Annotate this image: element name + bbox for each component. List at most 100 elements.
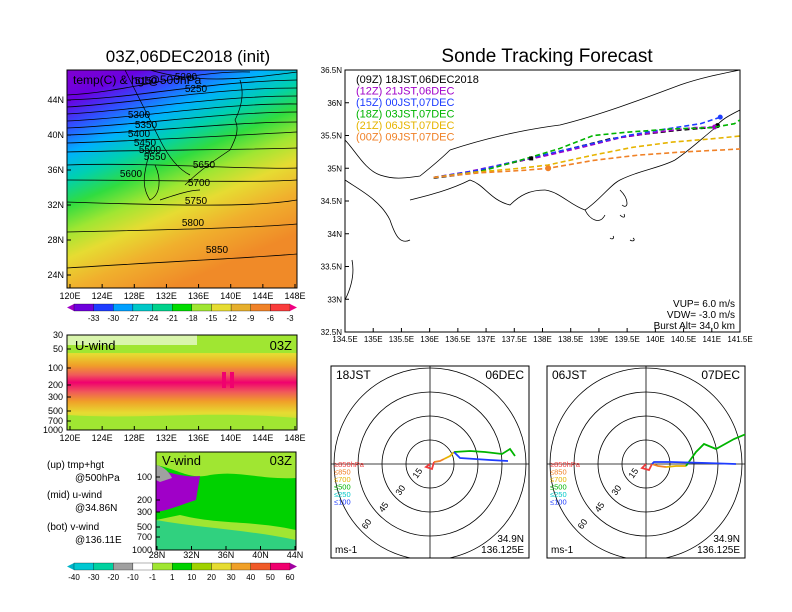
jet-core — [230, 372, 234, 388]
hodograph-ring-label: 60 — [576, 517, 590, 531]
colorbar-swatch — [73, 303, 94, 312]
track-lon-tick-label: 139E — [590, 335, 609, 344]
colorbar-swatch — [172, 303, 192, 312]
colorbar-label: -40 — [68, 573, 80, 582]
track-lon-tick-label: 138E — [533, 335, 552, 344]
colorbar-swatch — [93, 303, 114, 312]
colorbar-label: -9 — [247, 314, 255, 323]
track-lon-tick-label: 140.5E — [671, 335, 696, 344]
colorbar-swatch — [132, 562, 153, 571]
colorbar-label: 1 — [170, 573, 175, 582]
hodograph-rings — [331, 366, 529, 558]
hodograph-level: ≤700 — [334, 475, 351, 484]
contour-label: 5250 — [185, 84, 208, 95]
track-line — [433, 135, 740, 179]
colorbar-label: 50 — [266, 573, 275, 582]
colorbar-swatch — [230, 562, 251, 571]
track-line — [433, 116, 721, 179]
colorbar-swatch — [270, 562, 291, 571]
vwind-x-tick-label: 28N — [149, 550, 166, 560]
hodograph-level: ≤700 — [550, 475, 567, 484]
legend-entry: (09Z) 18JST,06DEC2018 — [356, 74, 479, 86]
colorbar-label: 40 — [246, 573, 255, 582]
colorbar-swatch — [152, 562, 173, 571]
hodograph-level: ≤850 — [334, 468, 351, 477]
legend-entry: (00Z) 09JST,07DEC — [356, 132, 454, 144]
hodograph-segment — [640, 463, 653, 472]
note-line: (up) tmp+hgt — [47, 460, 104, 471]
vwind-y-tick-label: 500 — [137, 522, 152, 532]
map-lat-tick-label: 44N — [47, 95, 64, 105]
hodograph-level: ≤100 — [550, 498, 567, 507]
map-lon-tick-label: 132E — [156, 291, 177, 301]
hodograph-ring-label: 60 — [360, 517, 374, 531]
temp-map: 5150 5200 5250 5300 5350 5400 5450 5500 … — [47, 69, 306, 301]
colorbar-label: -18 — [186, 314, 198, 323]
track-lon-tick-label: 140E — [646, 335, 665, 344]
coastlines — [124, 69, 243, 201]
hodograph-level: ≤500 — [334, 483, 351, 492]
track-map: (09Z) 18JST,06DEC2018(12Z) 21JST,06DEC(1… — [321, 66, 753, 344]
track-marker — [529, 156, 534, 161]
hodograph-segment — [424, 461, 435, 471]
track-lon-tick-label: 136.5E — [445, 335, 470, 344]
track-endpoint — [743, 133, 748, 138]
hodograph-segment — [453, 451, 509, 462]
vwind-x-tick-label: 36N — [218, 550, 235, 560]
track-lat-tick-label: 33N — [327, 295, 342, 304]
hodograph-level: ≤250 — [334, 490, 351, 499]
track-lon-tick-label: 141E — [702, 335, 721, 344]
map-label: temp(C) & hgt@500hPa — [73, 73, 202, 87]
track-legend: (09Z) 18JST,06DEC2018(12Z) 21JST,06DEC(1… — [356, 74, 479, 144]
wind-colorbar: -40 -30 -20 -10 -1 1 10 20 30 40 50 60 — [67, 562, 297, 582]
colorbar-label: 60 — [286, 573, 295, 582]
colorbar-cap — [290, 563, 297, 570]
uwind-y-tick-label: 100 — [48, 363, 63, 373]
map-lat-tick-label: 32N — [47, 200, 64, 210]
track-lat-ticks: 32.5N 33N 33.5N 34N 34.5N 35N 35.5N 36N 36.5N — [321, 66, 349, 337]
colorbar-cap — [67, 304, 74, 311]
legend-entry: (12Z) 21JST,06DEC — [356, 86, 454, 98]
track-lon-tick-label: 137E — [477, 335, 496, 344]
colorbar-label: -20 — [107, 573, 119, 582]
map-lat-tick-label: 36N — [47, 165, 64, 175]
colorbar-swatch — [211, 303, 232, 312]
track-lines — [433, 114, 748, 179]
panel-notes: (up) tmp+hgt @500hPa (mid) u-wind @34.86N (b… — [47, 460, 122, 546]
colorbar-swatch — [113, 303, 134, 312]
track-line — [433, 118, 740, 179]
contour-label: 5450 — [134, 138, 157, 149]
colorbar-swatch — [191, 303, 212, 312]
uwind-label: U-wind — [75, 338, 115, 353]
hodograph-level: ≥850hPa — [334, 460, 365, 469]
contour-label: 5700 — [188, 178, 211, 189]
track-lat-tick-label: 36.5N — [321, 66, 343, 75]
track-lon-tick-label: 135E — [364, 335, 383, 344]
colorbar-label: -21 — [166, 314, 178, 323]
hodograph-ring-label: 45 — [377, 500, 391, 514]
contour-label: 5650 — [193, 160, 216, 171]
track-lat-tick-label: 36N — [327, 99, 342, 108]
hodograph-segment — [651, 461, 737, 465]
track-coastlines — [345, 70, 740, 301]
hodograph-level: ≤100 — [334, 498, 351, 507]
uwind-y-tick-label: 300 — [48, 392, 63, 402]
hodograph-ring-label: 30 — [394, 483, 408, 497]
contour-label: 5400 — [128, 129, 151, 140]
left-title: 03Z,06DEC2018 (init) — [106, 47, 270, 66]
map-lon-tick-label: 136E — [188, 291, 209, 301]
vwind-x-tick-label: 40N — [252, 550, 269, 560]
hodograph-date: 06DEC — [485, 368, 524, 382]
note-line: @136.11E — [75, 535, 122, 546]
contour-labels: 5150 5200 5250 5300 5350 5400 5450 5500 … — [120, 72, 229, 256]
uwind-x-tick-label: 124E — [92, 433, 113, 443]
colorbar-swatch — [191, 562, 212, 571]
vwind-y-tick-label: 1000 — [132, 545, 152, 555]
colorbar-swatch — [270, 303, 291, 312]
hodograph-segment — [433, 458, 445, 463]
colorbar-label: 10 — [187, 573, 196, 582]
contour-label: 5750 — [185, 196, 208, 207]
